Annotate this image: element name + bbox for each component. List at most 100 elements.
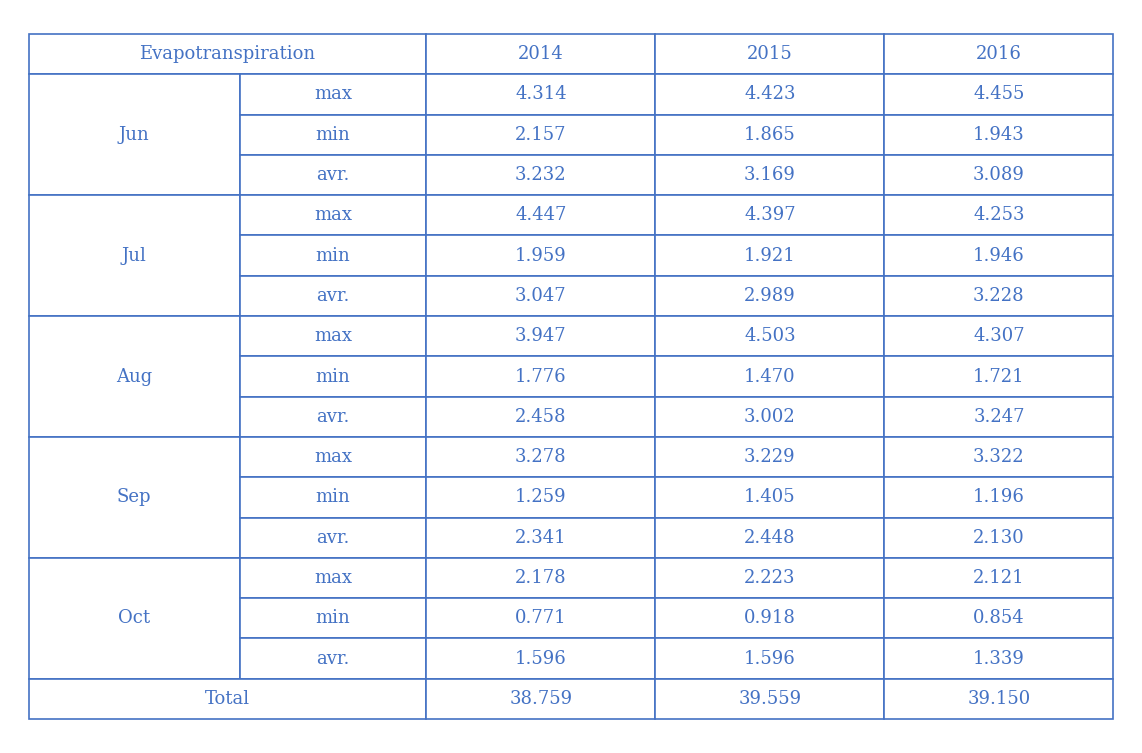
Bar xyxy=(426,276,656,316)
Bar xyxy=(884,639,1113,678)
Text: 3.228: 3.228 xyxy=(973,287,1024,305)
Text: 3.232: 3.232 xyxy=(515,166,566,184)
Text: 1.721: 1.721 xyxy=(973,367,1024,386)
Text: max: max xyxy=(314,569,352,587)
Text: 2.157: 2.157 xyxy=(515,126,566,144)
Text: 2.121: 2.121 xyxy=(973,569,1024,587)
Text: 2.989: 2.989 xyxy=(745,287,796,305)
Text: 0.854: 0.854 xyxy=(973,609,1024,627)
Text: 2.458: 2.458 xyxy=(515,408,566,425)
Text: 1.776: 1.776 xyxy=(515,367,566,386)
Text: 1.865: 1.865 xyxy=(745,126,796,144)
Bar xyxy=(426,356,656,397)
Text: avr.: avr. xyxy=(316,650,349,668)
Bar xyxy=(426,316,656,356)
Text: 1.196: 1.196 xyxy=(973,489,1024,507)
Bar xyxy=(656,276,884,316)
Text: 4.423: 4.423 xyxy=(745,85,796,103)
Bar xyxy=(240,236,426,276)
Text: max: max xyxy=(314,85,352,103)
Bar xyxy=(29,316,240,437)
Text: 1.470: 1.470 xyxy=(745,367,796,386)
Text: 4.455: 4.455 xyxy=(973,85,1024,103)
Bar xyxy=(656,437,884,477)
Bar xyxy=(656,356,884,397)
Bar xyxy=(426,598,656,639)
Text: 1.259: 1.259 xyxy=(515,489,566,507)
Text: 3.002: 3.002 xyxy=(745,408,796,425)
Bar xyxy=(656,477,884,517)
Text: 1.921: 1.921 xyxy=(745,246,796,264)
Text: 3.247: 3.247 xyxy=(973,408,1024,425)
Text: Sep: Sep xyxy=(116,489,151,507)
Bar xyxy=(29,437,240,558)
Text: 4.253: 4.253 xyxy=(973,206,1024,224)
Bar xyxy=(240,639,426,678)
Bar xyxy=(884,75,1113,114)
Text: 39.559: 39.559 xyxy=(739,690,802,708)
Bar xyxy=(426,236,656,276)
Text: min: min xyxy=(315,489,351,507)
Text: 0.918: 0.918 xyxy=(743,609,796,627)
Text: max: max xyxy=(314,328,352,345)
Bar xyxy=(656,195,884,236)
Text: 1.596: 1.596 xyxy=(515,650,566,668)
Bar xyxy=(426,639,656,678)
Bar xyxy=(656,517,884,558)
Bar xyxy=(656,155,884,195)
Text: 3.322: 3.322 xyxy=(973,448,1024,466)
Text: avr.: avr. xyxy=(316,166,349,184)
Text: 1.339: 1.339 xyxy=(973,650,1024,668)
Bar xyxy=(884,558,1113,598)
Bar xyxy=(884,34,1113,75)
Bar xyxy=(426,397,656,437)
Bar xyxy=(656,75,884,114)
Bar xyxy=(884,598,1113,639)
Bar xyxy=(29,195,240,316)
Bar xyxy=(240,195,426,236)
Bar xyxy=(240,75,426,114)
Text: min: min xyxy=(315,367,351,386)
Bar xyxy=(240,558,426,598)
Bar xyxy=(884,276,1113,316)
Text: 1.596: 1.596 xyxy=(745,650,796,668)
Bar xyxy=(656,639,884,678)
Bar xyxy=(29,678,426,719)
Bar xyxy=(426,34,656,75)
Bar xyxy=(884,195,1113,236)
Text: 4.503: 4.503 xyxy=(745,328,796,345)
Bar xyxy=(240,276,426,316)
Text: 3.229: 3.229 xyxy=(745,448,796,466)
Text: avr.: avr. xyxy=(316,408,349,425)
Text: min: min xyxy=(315,126,351,144)
Text: Jun: Jun xyxy=(119,126,150,144)
Text: 1.946: 1.946 xyxy=(973,246,1024,264)
Bar xyxy=(884,397,1113,437)
Text: avr.: avr. xyxy=(316,287,349,305)
Bar xyxy=(240,316,426,356)
Text: Jul: Jul xyxy=(121,246,146,264)
Bar xyxy=(426,678,656,719)
Bar xyxy=(29,75,240,195)
Bar xyxy=(884,316,1113,356)
Text: 2.178: 2.178 xyxy=(515,569,566,587)
Bar xyxy=(426,155,656,195)
Bar xyxy=(884,477,1113,517)
Bar xyxy=(656,558,884,598)
Bar xyxy=(656,236,884,276)
Bar xyxy=(884,678,1113,719)
Text: Oct: Oct xyxy=(118,609,150,627)
Bar xyxy=(884,236,1113,276)
Bar xyxy=(656,397,884,437)
Bar xyxy=(426,558,656,598)
Bar xyxy=(426,477,656,517)
Text: 1.405: 1.405 xyxy=(745,489,796,507)
Bar xyxy=(656,316,884,356)
Text: 3.047: 3.047 xyxy=(515,287,566,305)
Bar xyxy=(240,437,426,477)
Text: 2016: 2016 xyxy=(976,45,1022,63)
Text: 0.771: 0.771 xyxy=(515,609,566,627)
Bar xyxy=(240,114,426,155)
Bar xyxy=(656,114,884,155)
Bar xyxy=(884,437,1113,477)
